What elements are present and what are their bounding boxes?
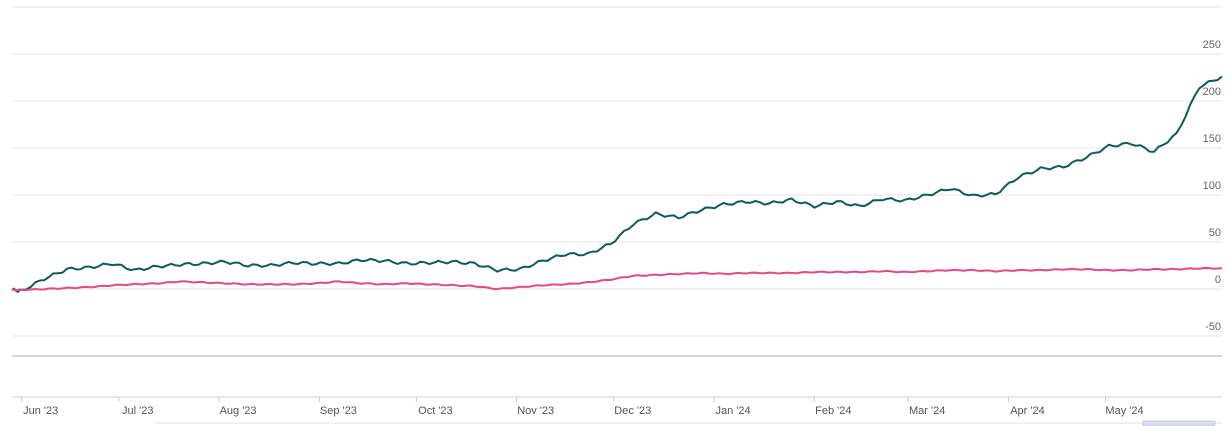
x-tick-label: Jun '23 bbox=[23, 405, 58, 417]
y-tick-label: 0 bbox=[1215, 274, 1221, 286]
x-tick-label: Mar '24 bbox=[909, 405, 945, 417]
y-tick-label: 100 bbox=[1203, 180, 1221, 192]
x-tick-label: Nov '23 bbox=[517, 405, 554, 417]
y-tick-label: 50 bbox=[1209, 227, 1221, 239]
x-tick-label: Jan '24 bbox=[715, 405, 750, 417]
y-tick-label: -50 bbox=[1205, 321, 1221, 333]
x-tick-label: May '24 bbox=[1105, 405, 1143, 417]
x-axis: Jun '23 Jul '23 Aug '23 Sep '23 Oct '23 Nov '… bbox=[21, 397, 1144, 417]
gridlines bbox=[12, 53, 1222, 337]
x-tick-label: Feb '24 bbox=[815, 405, 851, 417]
x-tick-label: Apr '24 bbox=[1010, 405, 1045, 417]
x-tick-label: Jul '23 bbox=[122, 405, 153, 417]
series-line-0 bbox=[11, 75, 1223, 293]
y-tick-label: 150 bbox=[1203, 133, 1221, 145]
x-tick-label: Dec '23 bbox=[614, 405, 651, 417]
x-tick-label: Sep '23 bbox=[320, 405, 357, 417]
y-tick-label: 250 bbox=[1203, 39, 1221, 51]
x-tick-label: Oct '23 bbox=[418, 405, 453, 417]
y-axis: -50 0 50 100 150 200 250 bbox=[1203, 39, 1221, 333]
series-line-1 bbox=[11, 267, 1223, 292]
y-tick-label: 200 bbox=[1203, 86, 1221, 98]
range-navigator[interactable] bbox=[155, 420, 1222, 426]
x-tick-label: Aug '23 bbox=[220, 405, 257, 417]
series-lines bbox=[11, 75, 1223, 293]
